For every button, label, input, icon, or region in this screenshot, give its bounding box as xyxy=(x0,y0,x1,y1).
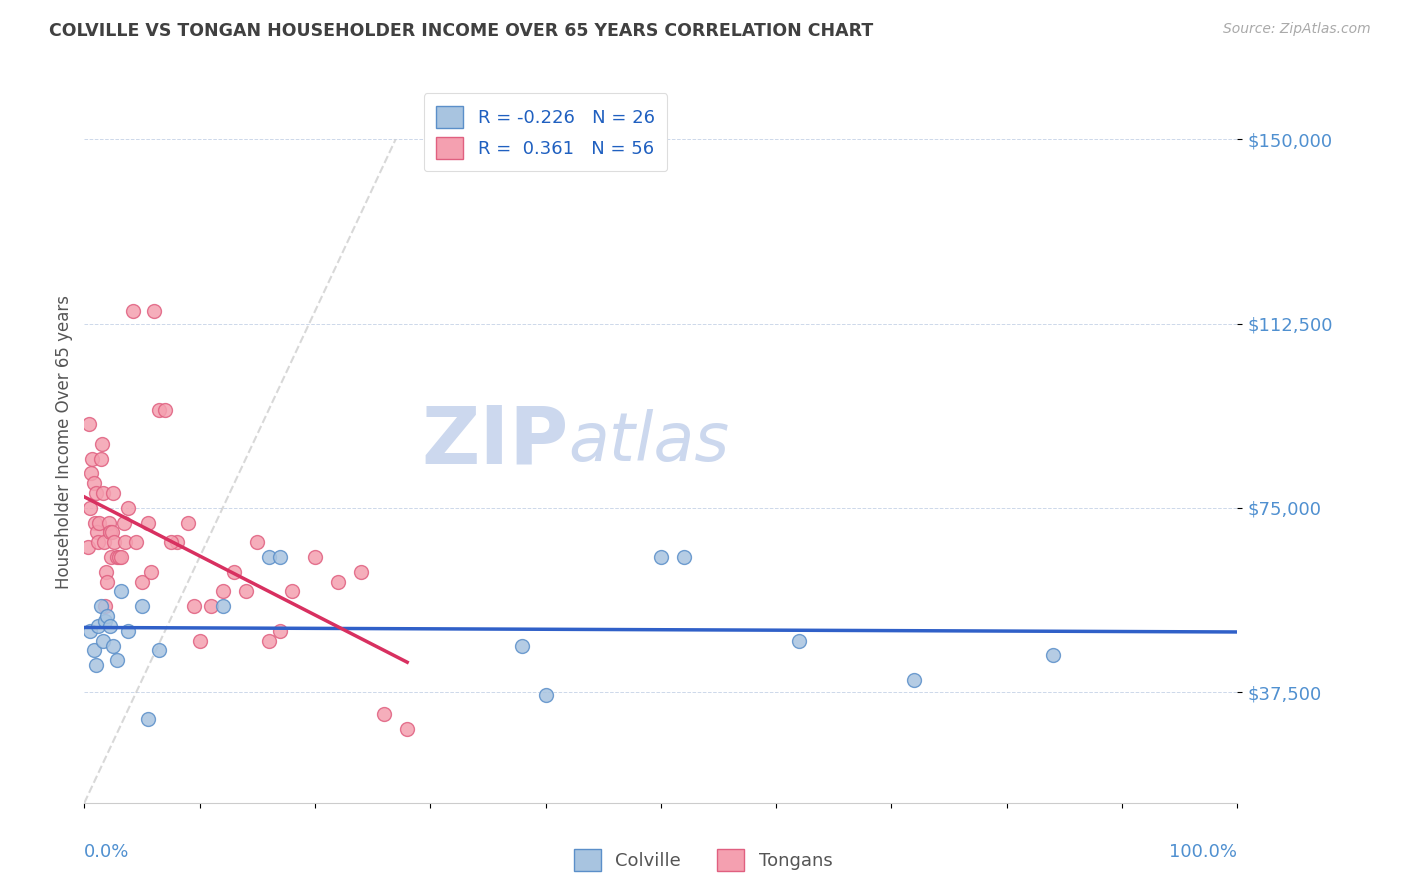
Point xyxy=(117,624,139,638)
Point xyxy=(136,712,159,726)
Point xyxy=(787,633,810,648)
Point xyxy=(96,565,118,579)
Point xyxy=(91,633,114,648)
Point xyxy=(79,624,101,638)
Text: COLVILLE VS TONGAN HOUSEHOLDER INCOME OVER 65 YEARS CORRELATION CHART: COLVILLE VS TONGAN HOUSEHOLDER INCOME OV… xyxy=(49,22,873,40)
Point xyxy=(96,574,118,589)
Point xyxy=(103,639,124,653)
Text: ZIP: ZIP xyxy=(422,402,568,481)
Point xyxy=(82,451,104,466)
Point xyxy=(103,535,125,549)
Point xyxy=(160,535,183,549)
Point xyxy=(350,565,373,579)
Point xyxy=(110,584,132,599)
Point xyxy=(125,535,148,549)
Point xyxy=(141,565,163,579)
Point xyxy=(89,451,111,466)
Point xyxy=(89,516,111,530)
Point xyxy=(534,688,557,702)
Point xyxy=(512,639,534,653)
Point xyxy=(269,549,291,564)
Text: 100.0%: 100.0% xyxy=(1170,843,1237,861)
Point xyxy=(257,633,280,648)
Point xyxy=(98,525,121,540)
Point xyxy=(84,486,107,500)
Point xyxy=(77,417,100,432)
Point xyxy=(153,402,176,417)
Point xyxy=(108,549,131,564)
Point xyxy=(83,476,105,491)
Point xyxy=(96,609,118,624)
Point xyxy=(1042,648,1064,663)
Point xyxy=(117,500,139,515)
Point xyxy=(396,722,419,736)
Point xyxy=(211,599,233,614)
Point xyxy=(83,643,105,657)
Point xyxy=(76,540,98,554)
Point xyxy=(148,643,170,657)
Point xyxy=(200,599,222,614)
Point xyxy=(650,549,672,564)
Text: Source: ZipAtlas.com: Source: ZipAtlas.com xyxy=(1223,22,1371,37)
Point xyxy=(87,535,110,549)
Point xyxy=(91,486,114,500)
Point xyxy=(89,599,111,614)
Point xyxy=(235,584,257,599)
Point xyxy=(304,549,326,564)
Point xyxy=(903,673,925,687)
Point xyxy=(672,549,695,564)
Text: atlas: atlas xyxy=(568,409,730,475)
Point xyxy=(100,549,122,564)
Legend: R = -0.226   N = 26, R =  0.361   N = 56: R = -0.226 N = 26, R = 0.361 N = 56 xyxy=(423,93,668,171)
Point xyxy=(86,525,108,540)
Point xyxy=(93,535,115,549)
Point xyxy=(97,516,120,530)
Point xyxy=(257,549,280,564)
Point xyxy=(84,658,107,673)
Point xyxy=(94,614,117,628)
Point xyxy=(114,535,136,549)
Point xyxy=(98,619,121,633)
Point xyxy=(224,565,246,579)
Point xyxy=(105,549,128,564)
Point xyxy=(373,707,395,722)
Point xyxy=(142,304,165,318)
Point xyxy=(188,633,211,648)
Point xyxy=(101,525,124,540)
Point xyxy=(177,516,200,530)
Point xyxy=(281,584,304,599)
Point xyxy=(83,516,105,530)
Point xyxy=(87,619,110,633)
Point xyxy=(269,624,291,638)
Point xyxy=(326,574,349,589)
Point xyxy=(103,486,124,500)
Point xyxy=(79,500,101,515)
Point xyxy=(166,535,188,549)
Point xyxy=(121,304,143,318)
Legend: Colville, Tongans: Colville, Tongans xyxy=(567,842,839,879)
Point xyxy=(131,599,153,614)
Point xyxy=(148,402,170,417)
Y-axis label: Householder Income Over 65 years: Householder Income Over 65 years xyxy=(55,294,73,589)
Point xyxy=(80,467,103,481)
Point xyxy=(94,599,117,614)
Text: 0.0%: 0.0% xyxy=(84,843,129,861)
Point xyxy=(131,574,153,589)
Point xyxy=(136,516,159,530)
Point xyxy=(105,653,128,667)
Point xyxy=(112,516,135,530)
Point xyxy=(110,549,132,564)
Point xyxy=(211,584,233,599)
Point xyxy=(246,535,269,549)
Point xyxy=(90,437,112,451)
Point xyxy=(183,599,205,614)
